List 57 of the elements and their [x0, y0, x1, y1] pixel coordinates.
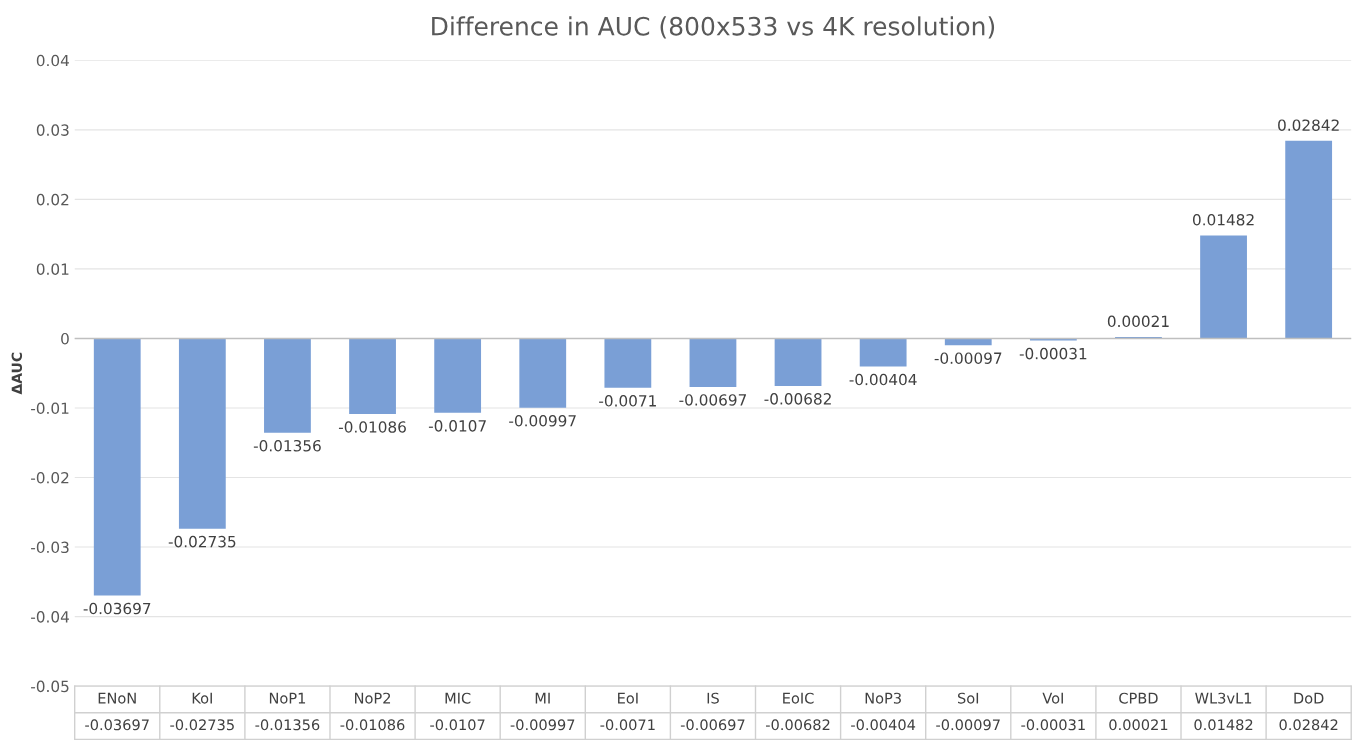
annotation: -0.02735 — [168, 535, 236, 548]
annotation: -0.01356 — [253, 439, 321, 452]
data-label: 0.00021 — [1109, 719, 1168, 731]
annotation: -0.03697 — [83, 602, 151, 615]
y-tick-label: -0.04 — [31, 611, 69, 623]
y-tick-label: 0.01 — [36, 263, 69, 275]
data-label: 0.02842 — [1279, 719, 1338, 731]
data-label: -0.00031 — [1021, 719, 1085, 731]
y-tick-label: 0 — [61, 332, 69, 345]
annotation: -0.00697 — [679, 394, 746, 406]
annotation: 0.02842 — [1278, 119, 1339, 131]
x-tick-label: MIC — [445, 692, 471, 704]
x-tick-label: NoP3 — [865, 692, 901, 704]
x-tick-label: DoD — [1294, 692, 1324, 704]
annotation: -0.0071 — [599, 395, 656, 407]
x-tick-label: NoP1 — [269, 692, 306, 704]
data-label: -0.00404 — [851, 719, 916, 731]
y-tick-label: 0.04 — [36, 54, 69, 67]
y-tick-label: 0.02 — [36, 193, 69, 206]
x-tick-label: ENoN — [98, 692, 136, 704]
annotation: -0.0107 — [428, 420, 486, 432]
x-tick-label: KoI — [192, 692, 212, 704]
data-label: 0.01482 — [1194, 719, 1253, 731]
y-tick-label: -0.03 — [31, 541, 69, 554]
data-label: -0.01356 — [255, 719, 320, 731]
y-tick-label: -0.05 — [31, 680, 69, 693]
annotation: 0.00021 — [1107, 315, 1169, 328]
annotation: -0.00404 — [849, 373, 917, 386]
data-label: -0.01086 — [340, 719, 405, 731]
annotation: -0.00682 — [764, 393, 831, 405]
annotation: -0.00997 — [509, 415, 576, 427]
data-label: -0.00997 — [510, 719, 575, 731]
x-tick-label: SoI — [957, 692, 979, 704]
data-label: -0.0107 — [430, 719, 485, 731]
x-tick-label: CPBD — [1119, 692, 1158, 704]
data-label: -0.02735 — [170, 719, 234, 731]
x-tick-label: EoI — [618, 692, 638, 704]
y-axis-title: ΔAUC — [11, 352, 23, 395]
x-tick-label: EoIC — [783, 692, 814, 704]
x-tick-label: NoP2 — [355, 692, 391, 704]
annotation: -0.00031 — [1019, 347, 1087, 360]
data-label: -0.00097 — [936, 719, 1000, 731]
x-tick-label: IS — [707, 692, 719, 704]
y-tick-label: 0.03 — [36, 124, 69, 136]
x-tick-label: VoI — [1042, 692, 1063, 704]
data-label: -0.00697 — [680, 719, 745, 731]
data-label: -0.03697 — [85, 719, 149, 731]
chart-title: Difference in AUC (800x533 vs 4K resolution) — [432, 16, 995, 39]
data-label: -0.00682 — [765, 719, 830, 731]
x-tick-label: WL3vL1 — [1195, 692, 1252, 704]
x-tick-label: MI — [535, 692, 550, 704]
annotation: -0.01086 — [338, 421, 406, 433]
y-tick-label: -0.01 — [31, 402, 69, 415]
annotation: 0.01482 — [1192, 213, 1254, 226]
annotation: -0.00097 — [934, 352, 1002, 364]
data-label: -0.0071 — [600, 719, 655, 731]
y-tick-label: -0.02 — [31, 472, 69, 484]
